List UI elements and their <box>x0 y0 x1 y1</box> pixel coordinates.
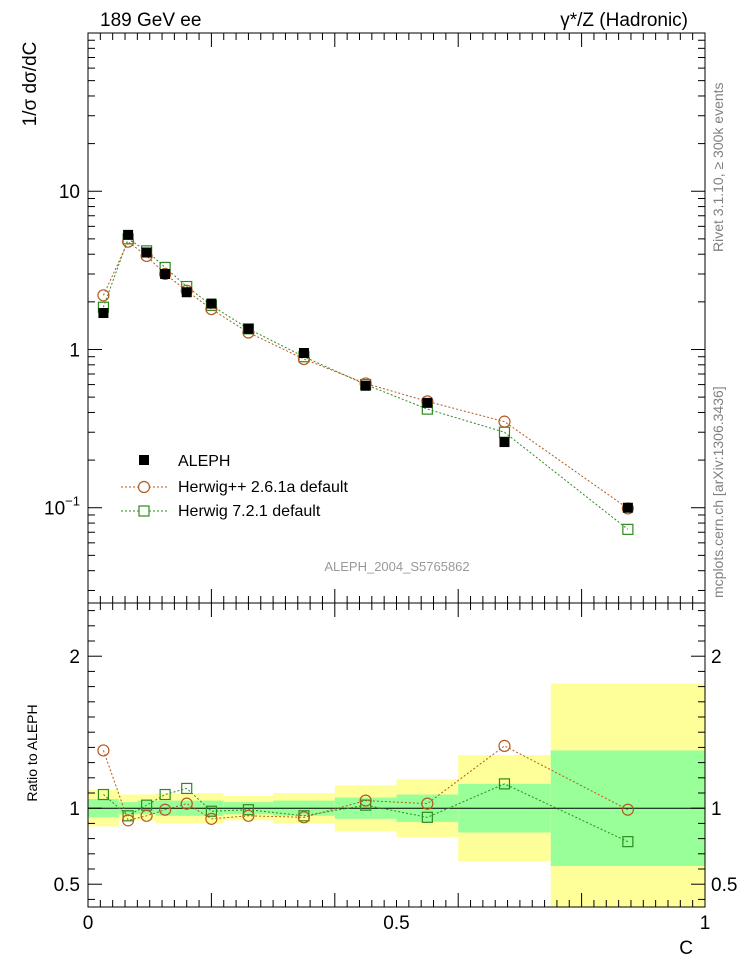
ratio-y-tick-label-right: 2 <box>711 647 722 668</box>
main-y-tick-label: 1 <box>69 340 80 361</box>
legend-marker-aleph <box>139 455 149 465</box>
aleph-point <box>206 298 217 309</box>
ratio-herwigpp-point <box>498 739 511 752</box>
main-plot-area <box>97 229 634 535</box>
main-y-axis: 10 1 10−1 <box>44 32 705 591</box>
aleph-point <box>499 437 510 448</box>
ratio-y-tick-label-left: 2 <box>69 647 80 668</box>
herwig7-point <box>622 523 634 535</box>
ratio-herwig7-point <box>622 836 634 848</box>
ratio-herwig7-point <box>421 811 433 823</box>
ratio-herwig7-point <box>122 810 134 822</box>
aleph-point <box>298 348 309 359</box>
ratio-band-inner <box>137 800 156 815</box>
main-y-tick-label: 10 <box>59 182 80 203</box>
ratio-plot-area <box>97 739 634 848</box>
main-panel: 10 1 10−1 1/σ dσ/dC ALEPH_2004_S5765862 AL… <box>20 32 706 604</box>
aleph-point <box>123 229 134 240</box>
ratio-x-tick-label: 0 <box>83 913 94 934</box>
ratio-x-axis: 0 0.5 1 <box>83 603 711 934</box>
herwigpp-point <box>498 415 511 428</box>
ratio-herwigpp-point <box>97 744 110 757</box>
analysis-watermark: ALEPH_2004_S5765862 <box>324 559 469 574</box>
ratio-x-tick-label: 1 <box>700 913 711 934</box>
ratio-herwig7-point <box>242 804 255 816</box>
ratio-herwigpp-point <box>621 803 634 816</box>
main-x-ticks <box>87 33 706 603</box>
legend-marker-herwigpp <box>137 480 151 494</box>
mcplots-reference-label: mcplots.cern.ch [arXiv:1306.3436] <box>710 386 726 598</box>
ratio-x-tick-label: 0.5 <box>383 913 409 934</box>
ratio-herwigpp-point <box>297 811 311 824</box>
ratio-panel: 2 21 10.5 0.5 0 0.5 1 Ratio to ALEPH C <box>24 602 737 959</box>
ratio-herwig7-point <box>159 788 171 801</box>
legend-label-aleph: ALEPH <box>178 453 230 470</box>
herwig7-line <box>102 238 629 530</box>
header-left: 189 GeV ee <box>100 10 201 31</box>
ratio-herwig7-line <box>103 783 629 843</box>
main-y-axis-label: 1/σ dσ/dC <box>20 42 41 127</box>
ratio-y-axis-label: Ratio to ALEPH <box>24 704 40 801</box>
ratio-y-tick-label-right: 0.5 <box>711 875 737 896</box>
ratio-herwigpp-point <box>122 814 135 827</box>
ratio-herwigpp-point <box>242 809 255 822</box>
herwigpp-point <box>97 289 110 302</box>
aleph-point <box>243 323 254 334</box>
ratio-herwigpp-point <box>421 797 434 810</box>
aleph-point <box>141 247 152 258</box>
ratio-herwigpp-point <box>159 803 172 816</box>
ratio-herwig7-point <box>498 778 511 790</box>
aleph-point <box>360 380 371 391</box>
rivet-version-label: Rivet 3.1.10, ≥ 300k events <box>710 82 726 252</box>
x-axis-label: C <box>679 938 693 959</box>
aleph-point <box>98 308 109 319</box>
aleph-point <box>160 268 171 279</box>
ratio-y-tick-label-left: 0.5 <box>54 875 80 896</box>
ratio-y-tick-label-right: 1 <box>711 799 722 820</box>
ratio-y-tick-label-left: 1 <box>69 799 80 820</box>
herwigpp-point <box>159 267 172 281</box>
legend: ALEPH Herwig++ 2.6.1a default Herwig 7.2… <box>121 453 348 520</box>
ratio-herwig7-point <box>181 782 193 795</box>
header-right: γ*/Z (Hadronic) <box>560 10 688 31</box>
aleph-point <box>622 502 633 513</box>
ratio-herwigpp-point <box>359 794 372 807</box>
ratio-y-axis: 2 2 1 1 0.5 0.5 <box>54 610 737 900</box>
ratio-herwigpp-point <box>205 812 218 825</box>
main-y-tick-label: 10−1 <box>44 494 80 520</box>
ratio-herwigpp-point <box>140 809 153 822</box>
ratio-herwig7-point <box>97 788 110 801</box>
ratio-herwig7-point <box>205 805 217 817</box>
aleph-point <box>181 287 192 298</box>
legend-label-herwigpp: Herwig++ 2.6.1a default <box>178 479 348 496</box>
aleph-point <box>422 397 433 408</box>
herwigpp-line <box>102 240 629 509</box>
legend-marker-herwig7 <box>138 505 150 517</box>
ratio-herwigpp-point <box>180 797 193 810</box>
legend-label-herwig7: Herwig 7.2.1 default <box>178 503 321 520</box>
